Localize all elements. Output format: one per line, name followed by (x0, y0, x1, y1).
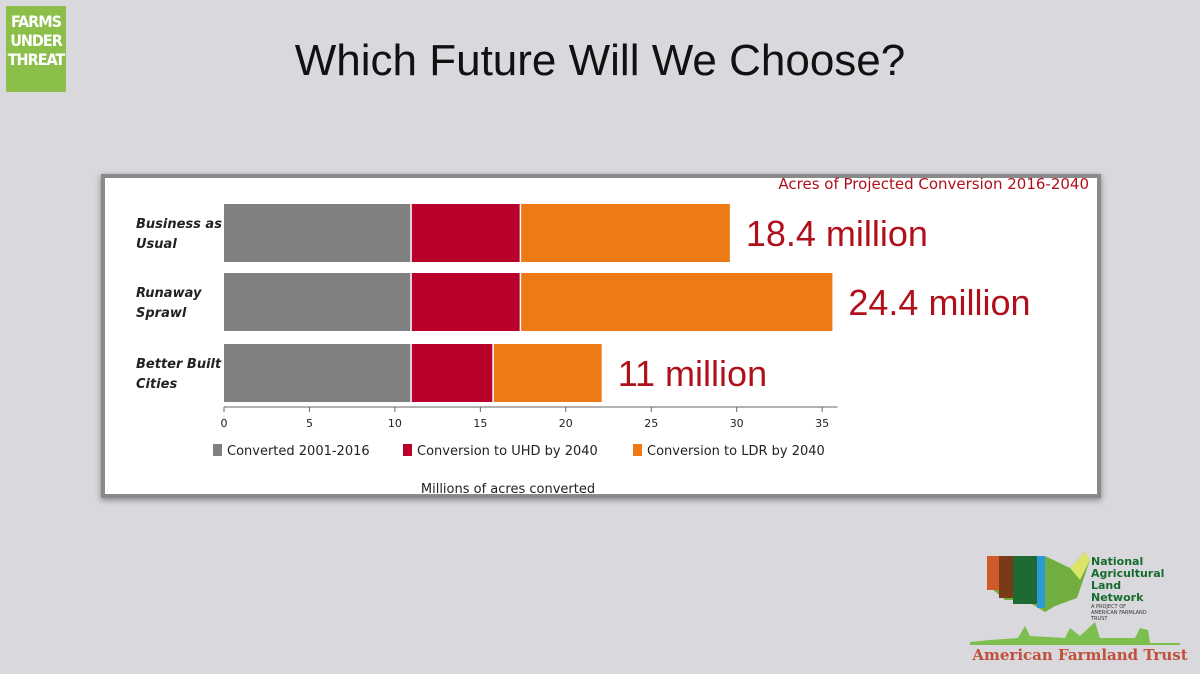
network-name: National Agricultural Land Network (1091, 555, 1165, 604)
partner-logos: National Agricultural Land Network A PRO… (970, 550, 1195, 670)
legend-swatch (633, 444, 642, 456)
project-of-text: A PROJECT OF AMERICAN FARMLAND TRUST (1091, 604, 1147, 622)
x-tick-label: 30 (730, 417, 744, 430)
legend-label: Conversion to LDR by 2040 (647, 444, 825, 459)
bar-segment (411, 344, 493, 402)
stacked-bar-chart: Acres of Projected Conversion 2016-2040 B… (136, 175, 1089, 497)
total-annotation: 24.4 million (848, 282, 1030, 323)
category-label: Business as (136, 217, 222, 232)
slide-title: Which Future Will We Choose? (294, 36, 906, 85)
x-tick-label: 35 (815, 417, 829, 430)
total-annotation: 18.4 million (746, 213, 928, 254)
legend-swatch (213, 444, 222, 456)
x-tick-label: 5 (306, 417, 313, 430)
total-annotation: 11 million (618, 353, 767, 394)
legend-swatch (403, 444, 412, 456)
legend-label: Conversion to UHD by 2040 (417, 444, 598, 459)
chart-title: Acres of Projected Conversion 2016-2040 (778, 175, 1089, 193)
bar-segment (521, 273, 833, 331)
american-farmland-trust-logo: American Farmland Trust (972, 646, 1188, 664)
farm-silhouette (970, 622, 1180, 645)
x-tick-label: 15 (473, 417, 487, 430)
us-map-logo (987, 552, 1090, 612)
bar-segment (493, 344, 602, 402)
bar-segment (411, 273, 520, 331)
category-label: Usual (136, 237, 177, 252)
x-tick-label: 0 (221, 417, 228, 430)
category-label: Better Built (136, 357, 222, 372)
x-tick-label: 25 (644, 417, 658, 430)
bar-segment (224, 273, 411, 331)
bar-segment (411, 204, 520, 262)
x-tick-label: 10 (388, 417, 402, 430)
legend-label: Converted 2001-2016 (227, 444, 370, 459)
category-label: Cities (136, 377, 177, 392)
x-axis-label: Millions of acres converted (421, 482, 595, 497)
chart-panel: Acres of Projected Conversion 2016-2040 B… (101, 174, 1101, 498)
x-tick-label: 20 (559, 417, 573, 430)
bar-segment (224, 204, 411, 262)
category-label: Sprawl (136, 306, 187, 321)
farms-under-threat-logo: FARMS UNDER THREAT (6, 6, 66, 92)
category-label: Runaway (136, 286, 202, 301)
bar-segment (224, 344, 411, 402)
bar-segment (521, 204, 730, 262)
